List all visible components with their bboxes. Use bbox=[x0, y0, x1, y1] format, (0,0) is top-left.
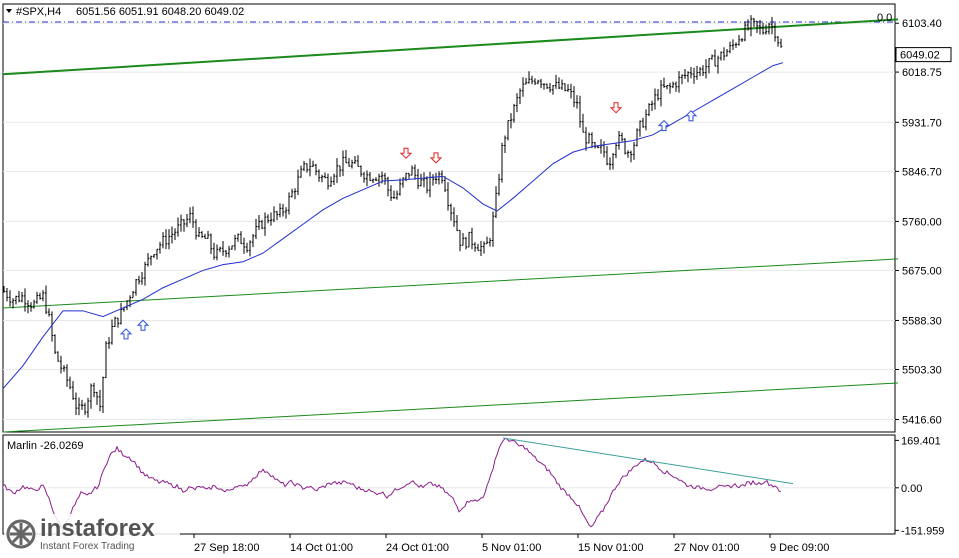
symbol-label: #SPX,H4 bbox=[16, 6, 61, 18]
time-tick-label: 9 Dec 09:00 bbox=[770, 542, 829, 554]
instaforex-logo-icon bbox=[6, 519, 36, 549]
indicator-tick-label: 0.00 bbox=[901, 483, 922, 495]
time-tick-label: 27 Sep 18:00 bbox=[194, 542, 259, 554]
channel-line bbox=[2, 18, 899, 76]
watermark-tagline: Instant Forex Trading bbox=[40, 540, 135, 552]
buy-arrow-icon bbox=[657, 119, 671, 132]
moving-average-line bbox=[2, 62, 784, 390]
buy-arrow-icon bbox=[136, 319, 150, 331]
candles bbox=[2, 15, 783, 418]
price-tick-label: 5503.30 bbox=[902, 365, 942, 377]
indicator-tick-label: -151.959 bbox=[901, 525, 944, 537]
trend-channel-lines bbox=[2, 18, 899, 433]
sell-arrow-icon bbox=[609, 102, 623, 114]
oscillator bbox=[2, 437, 895, 533]
price-axis: 6103.40 6018.75 5931.70 5846.70 5760.00 5675.… bbox=[895, 18, 952, 537]
channel-line bbox=[2, 382, 899, 433]
price-tick-label: 5416.60 bbox=[902, 415, 942, 427]
fib-level-label: 0.0 bbox=[877, 12, 892, 24]
time-tick-label: 14 Oct 01:00 bbox=[290, 542, 353, 554]
indicator-tick-label: 169.401 bbox=[901, 435, 941, 447]
time-axis: 27 Sep 18:00 14 Oct 01:00 24 Oct 01:00 5 No… bbox=[193, 534, 829, 554]
current-price-box bbox=[895, 47, 952, 63]
time-tick-label: 27 Nov 01:00 bbox=[674, 542, 739, 554]
ohlc-values: 6051.56 6051.91 6048.20 6049.02 bbox=[76, 6, 244, 18]
buy-arrow-icon bbox=[119, 328, 133, 340]
price-tick-label: 6018.75 bbox=[902, 67, 942, 79]
price-tick-label: 5846.70 bbox=[902, 166, 942, 178]
grid bbox=[3, 21, 895, 421]
instaforex-watermark: instaforex Instant Forex Trading bbox=[4, 514, 180, 554]
oscillator-line bbox=[2, 437, 782, 533]
current-price-label: 6049.02 bbox=[900, 50, 940, 62]
time-tick-label: 5 Nov 01:00 bbox=[482, 542, 541, 554]
symbol-dropdown-icon[interactable] bbox=[6, 9, 12, 13]
indicator-label: Marlin -26.0269 bbox=[7, 440, 83, 452]
price-tick-label: 5931.70 bbox=[902, 117, 942, 129]
channel-line bbox=[2, 258, 899, 309]
time-tick-label: 24 Oct 01:00 bbox=[386, 542, 449, 554]
moving-average bbox=[2, 62, 784, 390]
buy-arrow-icon bbox=[684, 110, 698, 122]
price-tick-label: 5675.00 bbox=[902, 265, 942, 277]
price-tick-label: 5588.30 bbox=[902, 315, 942, 327]
divergence-line bbox=[502, 437, 794, 485]
time-tick-label: 15 Nov 01:00 bbox=[578, 542, 643, 554]
price-pane[interactable] bbox=[2, 3, 896, 433]
price-tick-label: 6103.40 bbox=[902, 18, 942, 30]
sell-arrow-icon bbox=[429, 152, 443, 164]
watermark-brand: instaforex bbox=[40, 514, 155, 542]
sell-arrow-icon bbox=[399, 147, 413, 160]
signal-arrows bbox=[119, 102, 698, 340]
price-tick-label: 5760.00 bbox=[902, 216, 942, 228]
